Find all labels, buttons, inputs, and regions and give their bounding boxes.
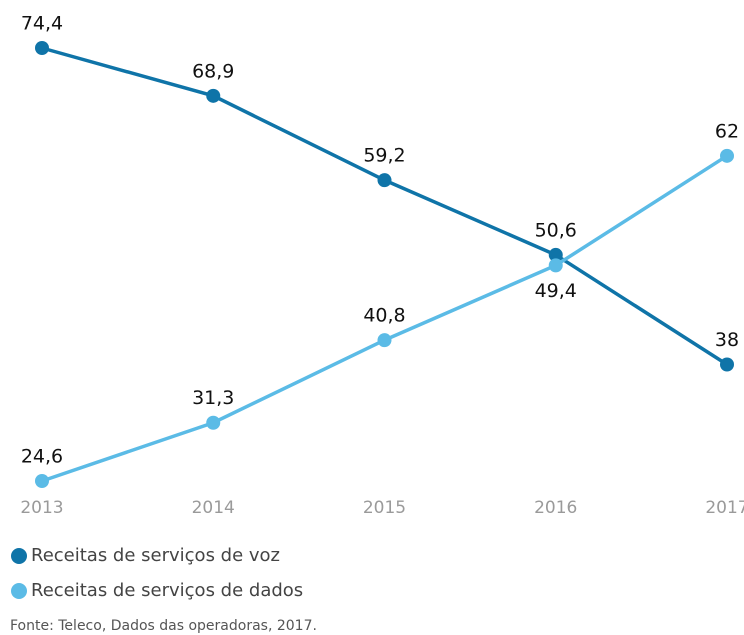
- legend-label: Receitas de serviços de voz: [31, 545, 280, 566]
- value-label: 50,6: [535, 219, 577, 241]
- legend-marker: [11, 583, 27, 599]
- value-label: 31,3: [192, 387, 234, 409]
- value-label: 49,4: [535, 280, 577, 302]
- x-tick-label: 2015: [363, 498, 406, 518]
- legend-label: Receitas de serviços de dados: [31, 580, 303, 601]
- point: [206, 88, 221, 103]
- point: [377, 173, 392, 188]
- value-label: 24,6: [21, 446, 63, 468]
- value-label: 68,9: [192, 60, 234, 82]
- value-label: 59,2: [363, 145, 405, 167]
- value-label: 40,8: [363, 305, 405, 327]
- point: [548, 247, 563, 262]
- point: [206, 415, 221, 430]
- point: [720, 148, 734, 163]
- x-tick-label: 2014: [192, 498, 235, 518]
- value-label: 62: [715, 120, 739, 142]
- point: [720, 357, 734, 372]
- point: [377, 333, 392, 348]
- point: [35, 474, 49, 488]
- value-label: 74,4: [21, 13, 63, 35]
- legend-marker: [11, 548, 27, 564]
- value-label: 38: [715, 329, 739, 351]
- x-tick-label: 2016: [534, 498, 577, 518]
- x-tick-label: 2013: [20, 498, 63, 518]
- source: Fonte: Teleco, Dados das operadoras, 201…: [10, 618, 317, 634]
- point: [35, 41, 49, 55]
- x-tick-label: 2017: [705, 498, 744, 518]
- point: [548, 258, 563, 273]
